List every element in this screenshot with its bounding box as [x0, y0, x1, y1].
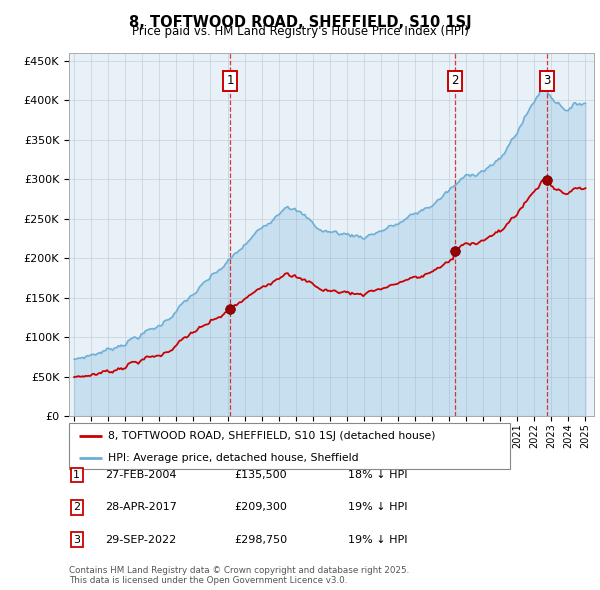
Text: 2: 2	[73, 503, 80, 512]
Text: £298,750: £298,750	[234, 535, 287, 545]
Text: 8, TOFTWOOD ROAD, SHEFFIELD, S10 1SJ: 8, TOFTWOOD ROAD, SHEFFIELD, S10 1SJ	[128, 15, 472, 30]
Text: 18% ↓ HPI: 18% ↓ HPI	[348, 470, 407, 480]
Text: 2: 2	[451, 74, 458, 87]
Text: 1: 1	[73, 470, 80, 480]
Text: 8, TOFTWOOD ROAD, SHEFFIELD, S10 1SJ (detached house): 8, TOFTWOOD ROAD, SHEFFIELD, S10 1SJ (de…	[108, 431, 436, 441]
Text: £135,500: £135,500	[234, 470, 287, 480]
Text: 28-APR-2017: 28-APR-2017	[105, 503, 177, 512]
Text: 3: 3	[543, 74, 551, 87]
Text: 27-FEB-2004: 27-FEB-2004	[105, 470, 176, 480]
FancyBboxPatch shape	[69, 423, 510, 469]
Text: 19% ↓ HPI: 19% ↓ HPI	[348, 503, 407, 512]
Text: 1: 1	[226, 74, 234, 87]
Text: Price paid vs. HM Land Registry's House Price Index (HPI): Price paid vs. HM Land Registry's House …	[131, 25, 469, 38]
Text: 19% ↓ HPI: 19% ↓ HPI	[348, 535, 407, 545]
Text: 29-SEP-2022: 29-SEP-2022	[105, 535, 176, 545]
Text: Contains HM Land Registry data © Crown copyright and database right 2025.
This d: Contains HM Land Registry data © Crown c…	[69, 566, 409, 585]
Text: 3: 3	[73, 535, 80, 545]
Text: HPI: Average price, detached house, Sheffield: HPI: Average price, detached house, Shef…	[108, 453, 358, 463]
Text: £209,300: £209,300	[234, 503, 287, 512]
